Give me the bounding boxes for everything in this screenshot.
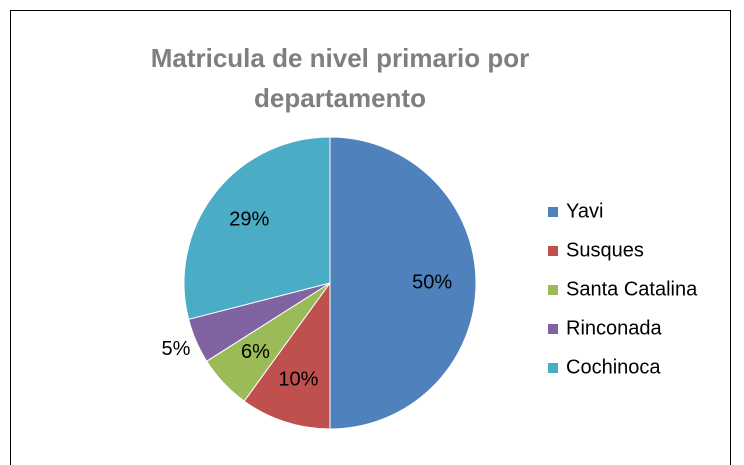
- legend-label: Cochinoca: [566, 356, 661, 378]
- pie-slice: [243, 281, 331, 430]
- legend-swatch: [548, 324, 558, 334]
- legend-label: Yavi: [566, 200, 603, 222]
- chart-title: Matricula de nivel primario por departam…: [150, 43, 530, 113]
- legend-swatch: [548, 246, 558, 256]
- pie-slice: [183, 136, 331, 320]
- legend-label: Susques: [566, 239, 644, 261]
- data-label: 6%: [241, 341, 270, 363]
- legend-swatch: [548, 285, 558, 295]
- legend-label: Rinconada: [566, 317, 663, 339]
- data-label: 5%: [161, 338, 190, 360]
- data-label: 10%: [278, 368, 318, 390]
- pie-slice: [329, 136, 477, 430]
- chart-border: [10, 10, 731, 465]
- legend-swatch: [548, 207, 558, 217]
- legend-label: Santa Catalina: [566, 278, 698, 300]
- data-label: 50%: [412, 271, 452, 293]
- legend-swatch: [548, 363, 558, 373]
- data-label: 29%: [229, 209, 269, 231]
